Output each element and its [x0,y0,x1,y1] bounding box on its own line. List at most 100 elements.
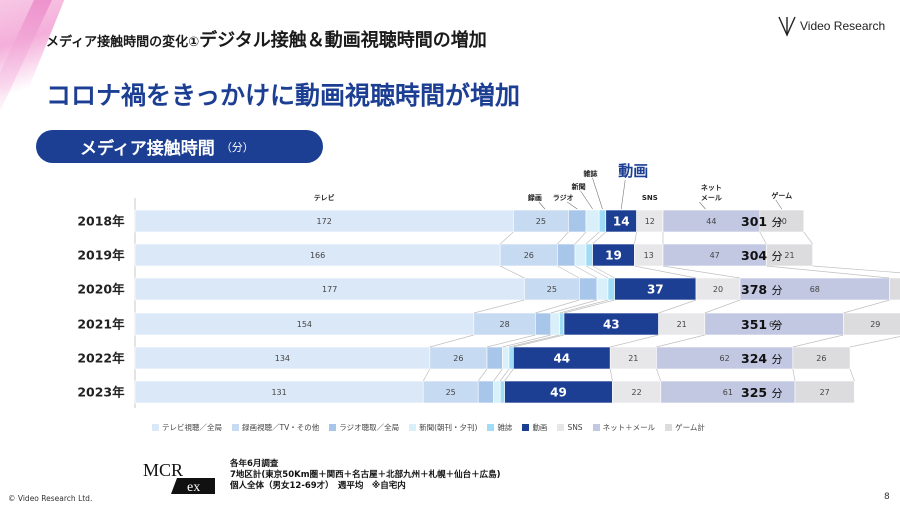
legend-item: 新聞(朝刊・夕刊) [409,422,477,433]
connector-line [535,299,580,314]
data-label: 27 [820,388,830,397]
data-label: 154 [297,320,312,329]
bar-segment [574,243,587,267]
total-label: 351 分 [741,317,782,332]
connector-line [843,299,890,314]
data-label: 25 [547,285,557,294]
data-label: 37 [647,283,664,297]
connector-line [574,265,598,279]
footer-copyright: © Video Research Ltd. [8,494,93,503]
connector-line [759,231,767,245]
legend-swatch [665,424,673,431]
connector-line [486,334,536,348]
y-tick-label: 2020年 [77,282,125,297]
data-label: 166 [310,251,325,260]
bar-segment [585,243,593,267]
bar-segment [792,346,851,370]
total-unit: 分 [771,319,782,332]
legend-swatch [592,424,600,431]
legend-item: ネット＋メール [592,422,655,433]
column-label-radio: ラジオ [553,194,574,202]
bar-segment [502,346,510,370]
label-pointer-line [620,179,626,210]
data-label: 172 [317,217,332,226]
data-label: 47 [710,251,720,260]
total-unit: 分 [771,216,782,229]
connector-line [803,231,813,245]
connector-line [557,265,580,279]
connector-line [508,334,560,348]
total-unit: 分 [771,387,782,400]
data-label: 29 [870,320,880,329]
bar-segment [889,277,900,301]
label-pointer-line [538,201,546,210]
connector-line [656,368,662,382]
connector-line [473,299,525,314]
bar-segment [559,312,565,336]
y-tick-label: 2019年 [77,248,125,263]
column-label-newspaper: 新聞 [572,182,586,191]
chart-title: メディア接触時間 [80,139,215,159]
data-label: 22 [632,388,642,397]
bar-segment [535,312,552,336]
connector-line [563,299,615,314]
bar-segment [493,380,501,404]
data-label: 49 [550,386,567,400]
column-label-sns: SNS [642,194,658,202]
connector-line [493,368,503,382]
data-label: 26 [524,251,534,260]
column-label-video: 動画 [618,162,648,180]
data-label: 131 [271,388,286,397]
legend-swatch [409,424,417,431]
video-research-logo: Video Research [778,14,885,38]
legend-swatch [232,424,239,431]
y-tick-label: 2022年 [77,351,125,366]
connector-line [656,334,705,348]
bar-segment [486,346,503,370]
video-research-logo-icon [778,16,796,37]
data-label: 21 [677,320,687,329]
legend-swatch [329,424,337,431]
page-headline: コロナ禍をきっかけに動画視聴時間が増加 [46,81,521,110]
bar-segment [607,277,615,301]
chart-legend: テレビ視聴／全局 録画視聴／TV・その他 ラジオ聴取／全局 新聞(朝刊・夕刊) 雑誌 動画… [152,422,705,433]
data-label: 25 [446,388,456,397]
data-label: 62 [720,354,730,363]
legend-item: 雑誌 [487,422,512,433]
legend-item: 動画 [522,422,547,433]
column-label-tv: テレビ [314,193,335,202]
bar-segment [766,243,813,267]
connector-line [499,231,514,245]
data-label: 20 [777,217,787,226]
legend-label: SNS [567,423,583,432]
bar-segment [550,312,560,336]
total-label: 325 分 [741,385,782,400]
connector-line [592,231,607,245]
mcr-logo-text: MCR [143,460,183,480]
data-label: 14 [613,215,630,229]
column-label-game: ゲーム [771,191,792,200]
legend-item: ゲーム計 [665,422,705,433]
data-label: 20 [713,285,723,294]
connector-line [609,368,613,382]
y-tick-label: 2023年 [77,385,125,400]
section-subtitle-small: メディア接触時間の変化① [46,35,200,50]
total-unit: 分 [771,250,782,263]
bar-segment [508,346,514,370]
bar-segment [499,380,505,404]
chart-unit: （分） [220,140,254,154]
data-label: 19 [605,249,622,263]
bar-segment [759,209,805,233]
label-pointer-line [699,201,706,210]
data-label: 26 [816,354,826,363]
connector-line [849,368,855,382]
total-label: 378 分 [741,282,782,297]
connector-line [792,368,796,382]
legend-item: ラジオ聴取／全局 [329,422,399,433]
bar-segment [598,209,607,233]
connector-line [792,334,844,348]
total-unit: 分 [771,284,782,297]
legend-item: SNS [557,422,583,433]
data-label: 13 [644,251,654,260]
